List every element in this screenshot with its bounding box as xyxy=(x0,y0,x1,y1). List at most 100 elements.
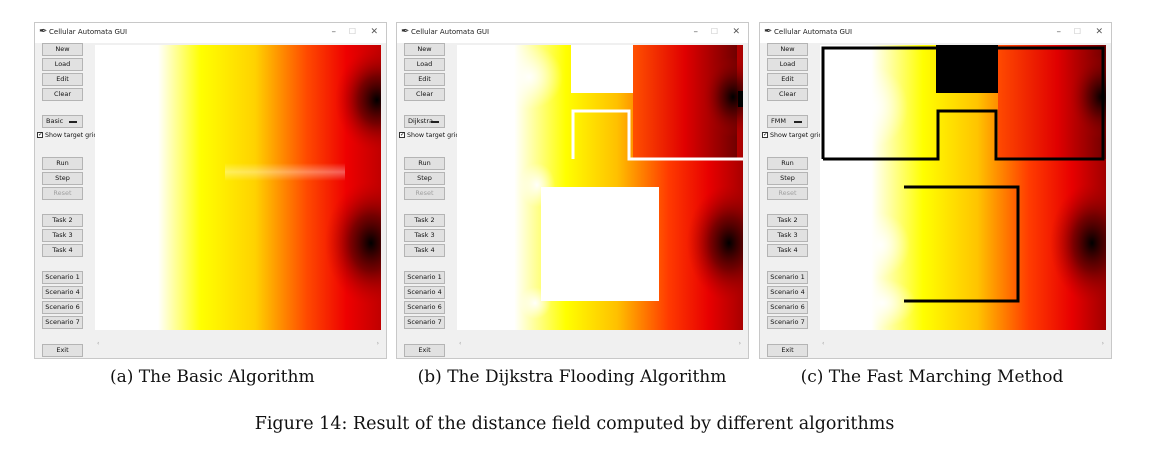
distance-field-canvas[interactable] xyxy=(820,45,1106,330)
scenario1-button[interactable]: Scenario 1 xyxy=(767,271,808,284)
task4-button[interactable]: Task 4 xyxy=(767,244,808,257)
target-sink-upper xyxy=(703,57,743,137)
task2-button[interactable]: Task 2 xyxy=(42,214,83,227)
task3-button[interactable]: Task 3 xyxy=(767,229,808,242)
scenario1-button[interactable]: Scenario 1 xyxy=(404,271,445,284)
scroll-right-icon[interactable]: › xyxy=(376,340,379,347)
window-title: Cellular Automata GUI xyxy=(411,28,490,36)
show-target-grid-label: Show target grid xyxy=(770,132,823,139)
exit-button[interactable]: Exit xyxy=(404,344,445,357)
task4-button[interactable]: Task 4 xyxy=(42,244,83,257)
checkbox-checked-icon: ✓ xyxy=(399,131,406,138)
field-seam xyxy=(225,163,345,181)
step-button[interactable]: Step xyxy=(42,172,83,185)
clear-button[interactable]: Clear xyxy=(767,88,808,101)
title-bar: ✒ Cellular Automata GUI – ☐ ✕ xyxy=(35,23,386,43)
edit-button[interactable]: Edit xyxy=(404,73,445,86)
new-button[interactable]: New xyxy=(42,43,83,56)
control-panel: New Load Edit Clear Basic ✓ Show target … xyxy=(35,43,97,358)
exit-button[interactable]: Exit xyxy=(767,344,808,357)
task2-button[interactable]: Task 2 xyxy=(767,214,808,227)
scenario1-button[interactable]: Scenario 1 xyxy=(42,271,83,284)
show-target-grid-label: Show target grid xyxy=(45,132,98,139)
checkbox-checked-icon: ✓ xyxy=(762,131,769,138)
close-icon[interactable]: ✕ xyxy=(732,27,740,37)
run-button[interactable]: Run xyxy=(767,157,808,170)
horizontal-scrollbar[interactable]: ‹ › xyxy=(457,334,743,354)
algorithm-select-value: Dijkstra xyxy=(408,117,433,125)
scenario6-button[interactable]: Scenario 6 xyxy=(767,301,808,314)
maximize-icon[interactable]: ☐ xyxy=(710,27,718,36)
reset-button[interactable]: Reset xyxy=(404,187,445,200)
run-button[interactable]: Run xyxy=(42,157,83,170)
task3-button[interactable]: Task 3 xyxy=(404,229,445,242)
scroll-left-icon[interactable]: ‹ xyxy=(97,340,100,347)
close-icon[interactable]: ✕ xyxy=(1095,27,1103,37)
reset-button[interactable]: Reset xyxy=(42,187,83,200)
horizontal-scrollbar[interactable]: ‹ › xyxy=(95,334,381,354)
scroll-left-icon[interactable]: ‹ xyxy=(822,340,825,347)
scenario7-button[interactable]: Scenario 7 xyxy=(42,316,83,329)
load-button[interactable]: Load xyxy=(767,58,808,71)
task4-button[interactable]: Task 4 xyxy=(404,244,445,257)
algorithm-select[interactable]: FMM xyxy=(767,115,808,128)
distance-field-dijkstra xyxy=(457,45,743,330)
reset-button[interactable]: Reset xyxy=(767,187,808,200)
scenario7-button[interactable]: Scenario 7 xyxy=(404,316,445,329)
algorithm-select[interactable]: Dijkstra xyxy=(404,115,445,128)
window-basic: ✒ Cellular Automata GUI – ☐ ✕ New Load E… xyxy=(34,22,387,359)
scenario7-button[interactable]: Scenario 7 xyxy=(767,316,808,329)
dropdown-indicator-icon xyxy=(794,121,802,123)
new-button[interactable]: New xyxy=(404,43,445,56)
show-target-grid-checkbox[interactable]: ✓ Show target grid xyxy=(37,131,97,140)
scenario4-button[interactable]: Scenario 4 xyxy=(767,286,808,299)
exit-button[interactable]: Exit xyxy=(42,344,83,357)
task3-button[interactable]: Task 3 xyxy=(42,229,83,242)
dropdown-indicator-icon xyxy=(69,121,77,123)
feather-icon: ✒ xyxy=(401,26,410,37)
run-button[interactable]: Run xyxy=(404,157,445,170)
show-target-grid-checkbox[interactable]: ✓ Show target grid xyxy=(399,131,459,140)
window-dijkstra: ✒ Cellular Automata GUI – ☐ ✕ New Load E… xyxy=(396,22,749,359)
scroll-right-icon[interactable]: › xyxy=(738,340,741,347)
minimize-icon[interactable]: – xyxy=(693,27,699,37)
algorithm-select-value: Basic xyxy=(46,117,64,125)
edit-button[interactable]: Edit xyxy=(42,73,83,86)
title-bar: ✒ Cellular Automata GUI – ☐ ✕ xyxy=(397,23,748,43)
scenario4-button[interactable]: Scenario 4 xyxy=(404,286,445,299)
caption-fmm: (c) The Fast Marching Method xyxy=(800,367,1064,387)
minimize-icon[interactable]: – xyxy=(331,27,337,37)
scenario4-button[interactable]: Scenario 4 xyxy=(42,286,83,299)
edit-button[interactable]: Edit xyxy=(767,73,808,86)
wall-outline-upper xyxy=(571,109,743,161)
show-target-grid-label: Show target grid xyxy=(407,132,460,139)
load-button[interactable]: Load xyxy=(404,58,445,71)
new-button[interactable]: New xyxy=(767,43,808,56)
feather-icon: ✒ xyxy=(764,26,773,37)
target-sink-lower xyxy=(325,181,381,305)
source-glow-middle xyxy=(850,213,910,277)
task2-button[interactable]: Task 2 xyxy=(404,214,445,227)
load-button[interactable]: Load xyxy=(42,58,83,71)
scenario6-button[interactable]: Scenario 6 xyxy=(404,301,445,314)
figure-caption: Figure 14: Result of the distance field … xyxy=(254,414,895,434)
scenario6-button[interactable]: Scenario 6 xyxy=(42,301,83,314)
wall-outline-lower xyxy=(904,185,1020,303)
minimize-icon[interactable]: – xyxy=(1056,27,1062,37)
clear-button[interactable]: Clear xyxy=(404,88,445,101)
show-target-grid-checkbox[interactable]: ✓ Show target grid xyxy=(762,131,822,140)
step-button[interactable]: Step xyxy=(404,172,445,185)
clear-button[interactable]: Clear xyxy=(42,88,83,101)
control-panel: New Load Edit Clear FMM ✓ Show target gr… xyxy=(760,43,822,358)
distance-field-canvas[interactable] xyxy=(457,45,743,330)
maximize-icon[interactable]: ☐ xyxy=(348,27,356,36)
maximize-icon[interactable]: ☐ xyxy=(1073,27,1081,36)
algorithm-select[interactable]: Basic xyxy=(42,115,83,128)
scroll-right-icon[interactable]: › xyxy=(1101,340,1104,347)
horizontal-scrollbar[interactable]: ‹ › xyxy=(820,334,1106,354)
dropdown-indicator-icon xyxy=(431,121,439,123)
step-button[interactable]: Step xyxy=(767,172,808,185)
distance-field-canvas[interactable] xyxy=(95,45,381,330)
scroll-left-icon[interactable]: ‹ xyxy=(459,340,462,347)
close-icon[interactable]: ✕ xyxy=(370,27,378,37)
